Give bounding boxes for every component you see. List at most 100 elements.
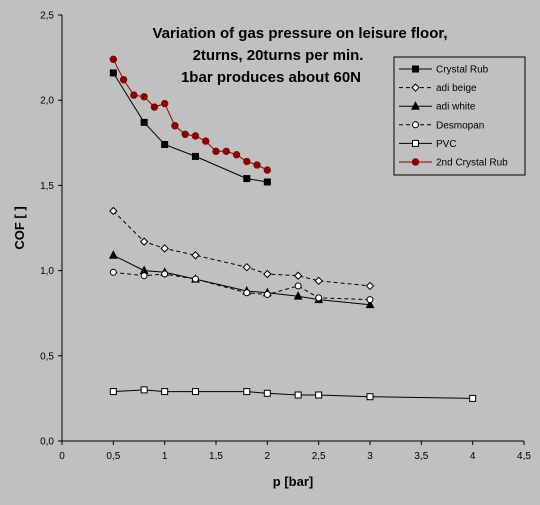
data-point: [253, 161, 261, 169]
x-tick-label: 3: [367, 451, 373, 462]
legend-marker: [411, 158, 420, 166]
data-point: [161, 388, 169, 396]
title-line-2: 2turns, 20turns per min.: [193, 47, 364, 64]
data-point: [243, 289, 251, 297]
data-point: [150, 103, 159, 111]
x-tick-label: 0: [59, 451, 65, 462]
data-point: [191, 132, 200, 140]
data-point: [315, 391, 323, 399]
data-point: [109, 55, 118, 64]
legend: Crystal Rub adi beige adi white Desmopan PVC…: [393, 56, 526, 176]
data-point: [109, 388, 117, 396]
title-line-1: Variation of gas pressure on leisure flo…: [152, 25, 447, 42]
x-tick-label: 2,5: [312, 451, 326, 462]
data-point: [469, 394, 477, 402]
data-point: [109, 268, 117, 276]
legend-label: 2nd Crystal Rub: [436, 158, 508, 169]
data-point: [181, 130, 189, 138]
data-point: [243, 388, 251, 396]
y-tick-label: 1,0: [40, 266, 54, 277]
data-point: [243, 175, 251, 183]
data-point: [171, 122, 179, 130]
x-tick-label: 4,5: [517, 451, 531, 462]
data-point: [243, 157, 251, 166]
x-tick-label: 0,5: [106, 451, 120, 462]
data-point: [191, 251, 200, 260]
legend-label: adi beige: [436, 83, 477, 94]
data-point: [191, 152, 199, 160]
series-2nd-crystal-rub: [109, 55, 272, 174]
data-point: [365, 281, 375, 291]
data-point: [315, 294, 323, 302]
series-group: [108, 55, 477, 402]
x-tick-label: 4: [470, 451, 476, 462]
data-point: [365, 299, 375, 309]
series-desmopan: [109, 268, 374, 304]
data-point: [366, 296, 374, 304]
chart-title: Variation of gas pressure on leisure flo…: [152, 25, 447, 86]
data-point: [140, 272, 148, 280]
y-axis-title: COF [ ]: [12, 206, 27, 249]
x-tick-label: 1,5: [209, 451, 223, 462]
y-tick-label: 0,0: [40, 437, 54, 448]
legend-label: Crystal Rub: [436, 65, 489, 76]
legend-box: [393, 56, 526, 176]
data-point: [294, 282, 302, 290]
data-point: [191, 388, 199, 396]
data-point: [108, 250, 118, 259]
data-point: [191, 275, 199, 283]
data-point: [130, 91, 138, 99]
data-point: [314, 276, 323, 286]
data-point: [293, 291, 303, 300]
series-crystal-rub: [109, 69, 271, 186]
data-point: [242, 262, 252, 272]
data-point: [140, 93, 148, 101]
series-line: [112, 59, 268, 171]
series-line: [113, 389, 473, 399]
y-tick-label: 2,5: [40, 11, 54, 22]
data-point: [139, 237, 149, 246]
data-point: [212, 147, 220, 156]
y-tick-label: 0,5: [40, 351, 54, 362]
legend-entry: adi beige: [399, 83, 477, 94]
data-point: [161, 270, 169, 278]
data-point: [202, 137, 210, 145]
x-tick-label: 3,5: [414, 451, 428, 462]
legend-entry: 2nd Crystal Rub: [399, 158, 508, 169]
legend-marker: [412, 121, 419, 129]
legend-marker: [412, 139, 419, 147]
data-point: [232, 151, 241, 159]
legend-entry: PVC: [399, 139, 457, 150]
legend-entry: Crystal Rub: [399, 65, 489, 76]
legend-marker: [411, 101, 420, 110]
legend-entry: Desmopan: [399, 120, 484, 131]
legend-marker: [411, 83, 420, 92]
legend-label: Desmopan: [436, 120, 484, 131]
x-tick-label: 1: [162, 451, 168, 462]
series-adi-beige: [109, 206, 375, 291]
data-point: [161, 141, 169, 149]
data-point: [160, 99, 169, 108]
data-point: [263, 269, 272, 279]
y-tick-label: 2,0: [40, 96, 54, 107]
legend-entry: adi white: [399, 101, 476, 113]
title-line-3: 1bar produces about 60N: [181, 69, 361, 86]
data-point: [263, 166, 272, 174]
data-point: [366, 393, 374, 401]
data-point: [263, 178, 271, 186]
x-tick-label: 2: [265, 451, 271, 462]
data-point: [294, 391, 302, 399]
data-point: [222, 147, 230, 156]
axes: 0 0,5 1 1,5 2 2,5 3 3,5 4 4,5 0,0 0,5 1,0 1,5 2,0 2,5: [40, 11, 531, 463]
x-axis-title: p [bar]: [273, 474, 313, 489]
data-point: [160, 244, 169, 253]
data-point: [293, 271, 303, 280]
data-point: [119, 76, 128, 84]
y-tick-label: 1,5: [40, 181, 54, 192]
data-point: [109, 206, 118, 216]
legend-label: PVC: [436, 139, 457, 150]
data-point: [140, 118, 148, 126]
legend-label: adi white: [436, 102, 476, 113]
data-point: [140, 386, 148, 394]
